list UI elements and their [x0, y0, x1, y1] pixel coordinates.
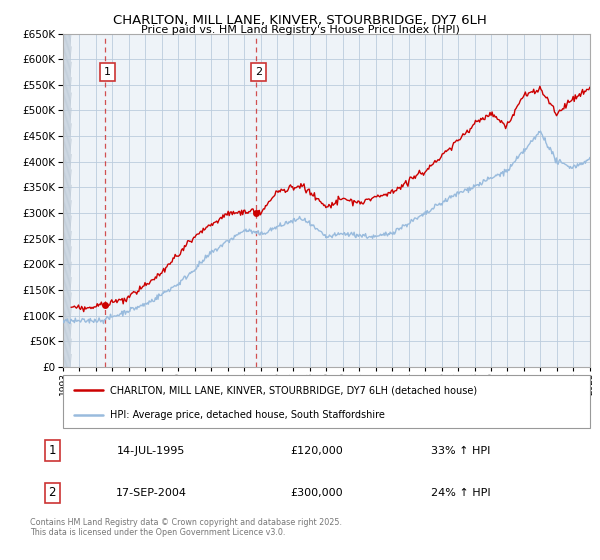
- Text: 14-JUL-1995: 14-JUL-1995: [117, 446, 185, 456]
- Text: 2: 2: [49, 487, 56, 500]
- Text: Price paid vs. HM Land Registry's House Price Index (HPI): Price paid vs. HM Land Registry's House …: [140, 25, 460, 35]
- Text: 2: 2: [254, 67, 262, 77]
- Text: 17-SEP-2004: 17-SEP-2004: [116, 488, 187, 498]
- Text: 1: 1: [49, 444, 56, 457]
- Text: CHARLTON, MILL LANE, KINVER, STOURBRIDGE, DY7 6LH: CHARLTON, MILL LANE, KINVER, STOURBRIDGE…: [113, 14, 487, 27]
- Text: 1: 1: [104, 67, 111, 77]
- Text: 24% ↑ HPI: 24% ↑ HPI: [431, 488, 490, 498]
- Text: £300,000: £300,000: [291, 488, 343, 498]
- Polygon shape: [63, 34, 71, 367]
- Text: £120,000: £120,000: [290, 446, 343, 456]
- Text: 33% ↑ HPI: 33% ↑ HPI: [431, 446, 490, 456]
- Text: HPI: Average price, detached house, South Staffordshire: HPI: Average price, detached house, Sout…: [110, 409, 385, 419]
- Text: Contains HM Land Registry data © Crown copyright and database right 2025.
This d: Contains HM Land Registry data © Crown c…: [30, 518, 342, 538]
- Text: CHARLTON, MILL LANE, KINVER, STOURBRIDGE, DY7 6LH (detached house): CHARLTON, MILL LANE, KINVER, STOURBRIDGE…: [110, 385, 478, 395]
